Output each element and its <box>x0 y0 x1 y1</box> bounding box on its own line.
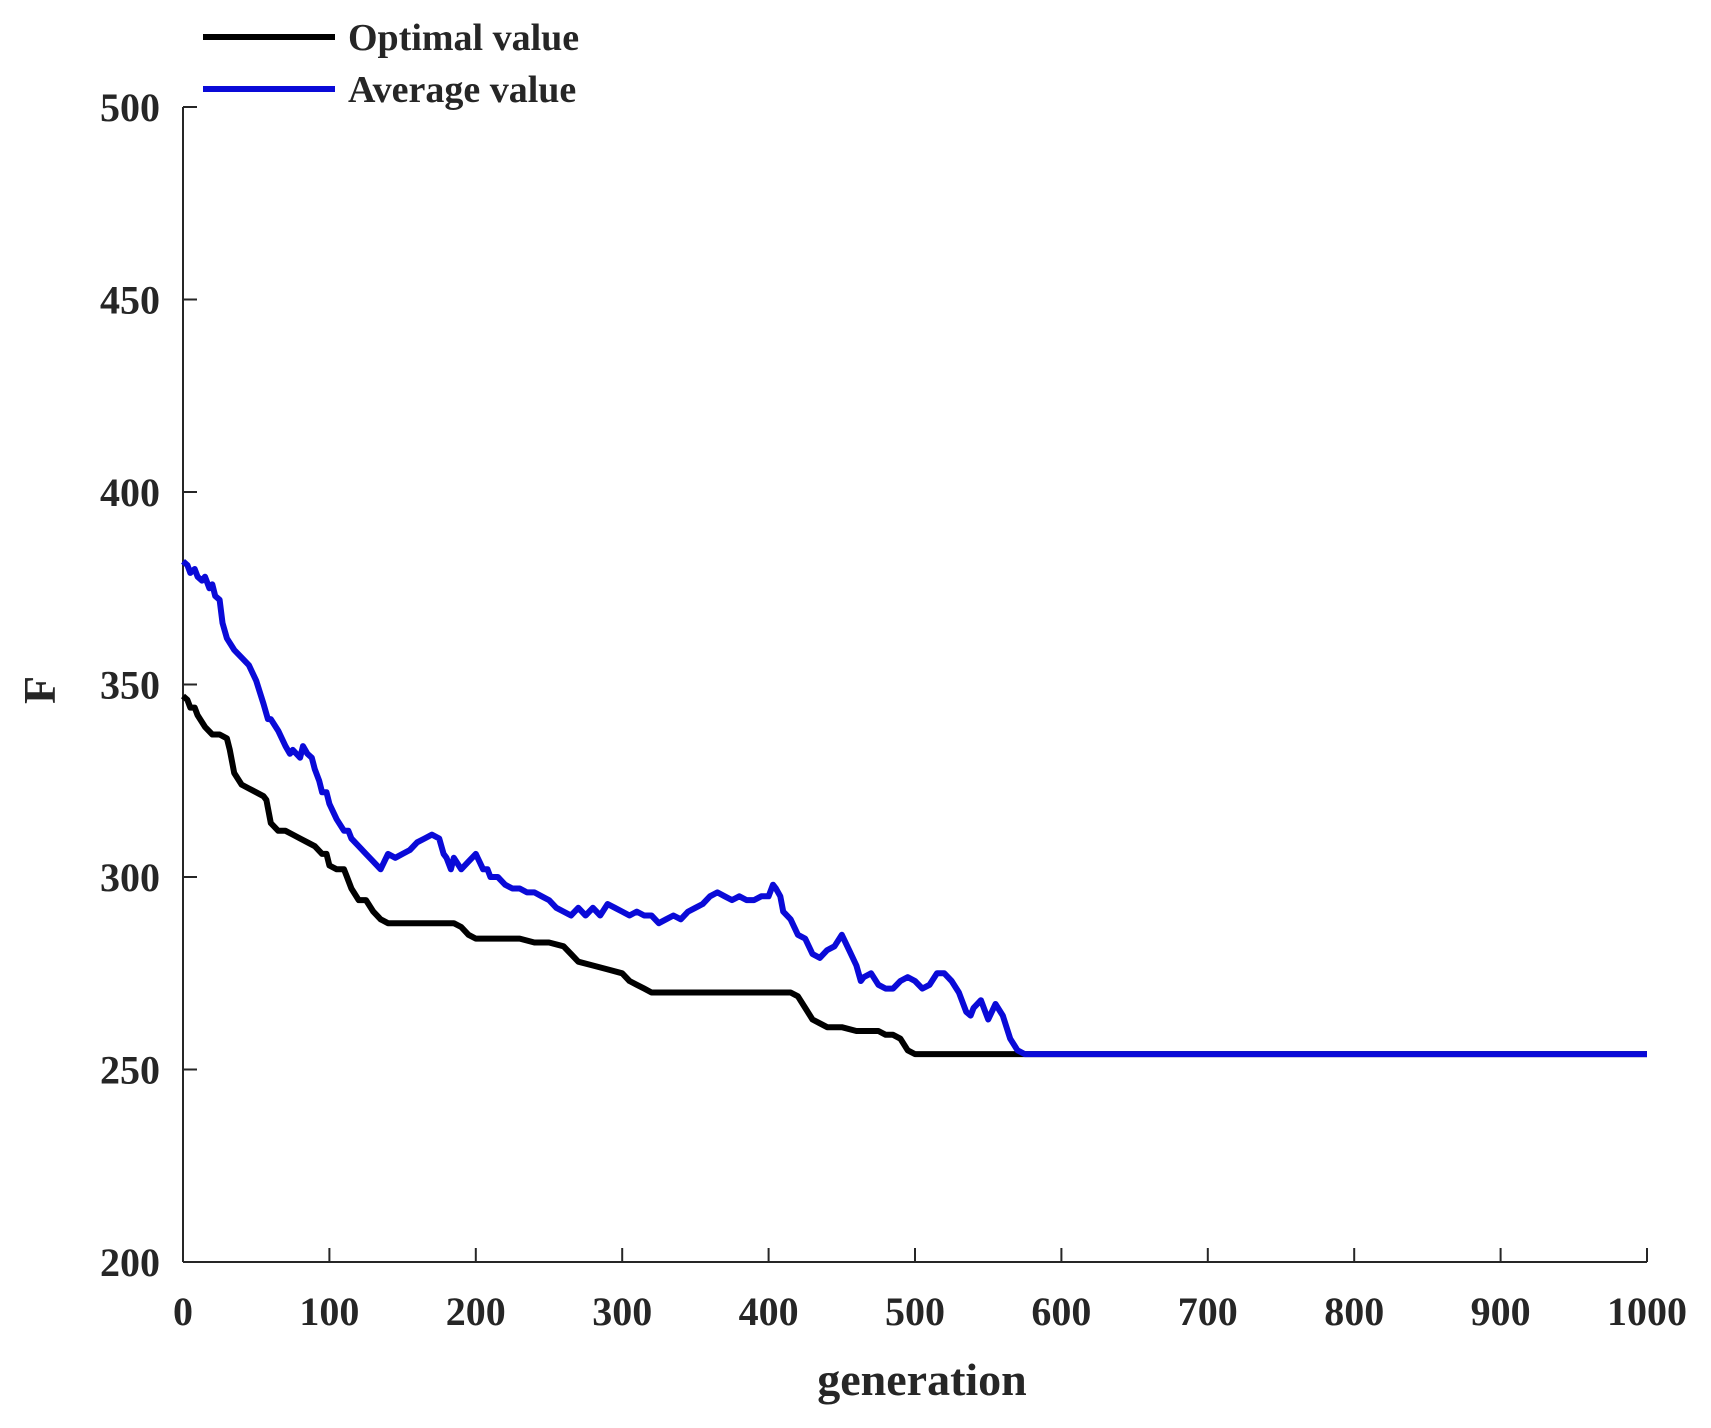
y-tick-label: 200 <box>100 1240 160 1285</box>
series-line-average-value <box>181 559 1647 1058</box>
y-tick-label: 250 <box>100 1048 160 1093</box>
x-tick-label: 900 <box>1471 1289 1531 1334</box>
y-axis-title: F <box>14 676 65 704</box>
y-tick-label: 300 <box>100 855 160 900</box>
x-tick-label: 700 <box>1178 1289 1238 1334</box>
ticks: 0 100 200 300 400 500 600 700 800 900 1000 200 250 30… <box>100 85 1687 1334</box>
x-tick-label: 200 <box>446 1289 506 1334</box>
series-line-optimal-value <box>181 693 1647 1058</box>
x-tick-label: 800 <box>1324 1289 1384 1334</box>
legend-label-optimal-value: Optimal value <box>348 17 579 59</box>
x-tick-label: 300 <box>592 1289 652 1334</box>
x-tick-label: 1000 <box>1607 1289 1687 1334</box>
y-tick-label: 450 <box>100 278 160 323</box>
x-tick-label: 400 <box>739 1289 799 1334</box>
x-axis-title: generation <box>817 1354 1027 1405</box>
axes <box>182 107 1647 1263</box>
legend: Optimal value Average value <box>203 17 579 111</box>
x-tick-label: 0 <box>173 1289 193 1334</box>
y-tick-label: 350 <box>100 663 160 708</box>
x-tick-label: 100 <box>299 1289 359 1334</box>
plot-lines <box>181 559 1647 1058</box>
y-tick-label: 500 <box>100 85 160 130</box>
y-tick-label: 400 <box>100 470 160 515</box>
legend-label-average-value: Average value <box>348 69 576 111</box>
x-tick-label: 500 <box>885 1289 945 1334</box>
x-tick-label: 600 <box>1031 1289 1091 1334</box>
